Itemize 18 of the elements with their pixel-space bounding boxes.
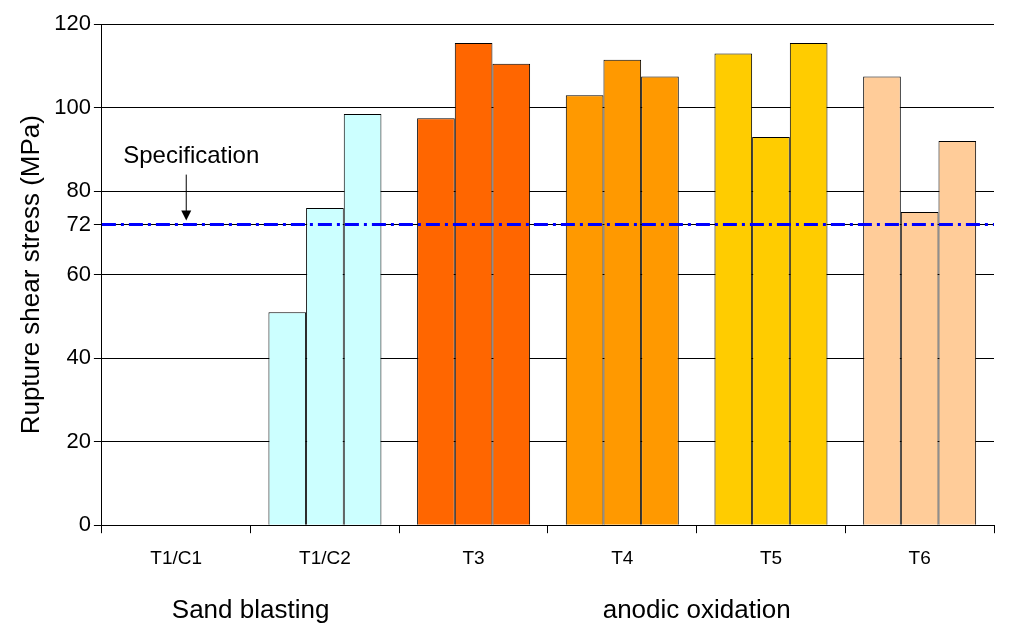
x-tick-label: T3	[462, 546, 485, 568]
x-tick-label: T4	[611, 546, 634, 568]
text: Sand blasting	[171, 594, 330, 625]
y-tick-label: 20	[66, 427, 91, 453]
y-tick-label: 80	[66, 177, 91, 203]
text: anodic oxidation	[602, 594, 791, 625]
ref-line-label: Specification	[123, 141, 260, 169]
x-tick-label: T1/C1	[150, 546, 203, 568]
y-tick-label: 72	[66, 210, 91, 236]
y-tick-label: 40	[66, 344, 91, 370]
y-tick-label: 120	[54, 10, 91, 36]
x-tick-label: T1/C2	[299, 546, 351, 568]
y-tick-label: 100	[54, 93, 91, 119]
x-tick-label: T6	[908, 546, 931, 568]
y-tick-label: 0	[78, 511, 91, 537]
x-tick-label: T5	[759, 546, 783, 568]
y-axis-title: Rupture shear stress (MPa)	[14, 115, 45, 435]
y-tick-label: 60	[66, 260, 91, 286]
